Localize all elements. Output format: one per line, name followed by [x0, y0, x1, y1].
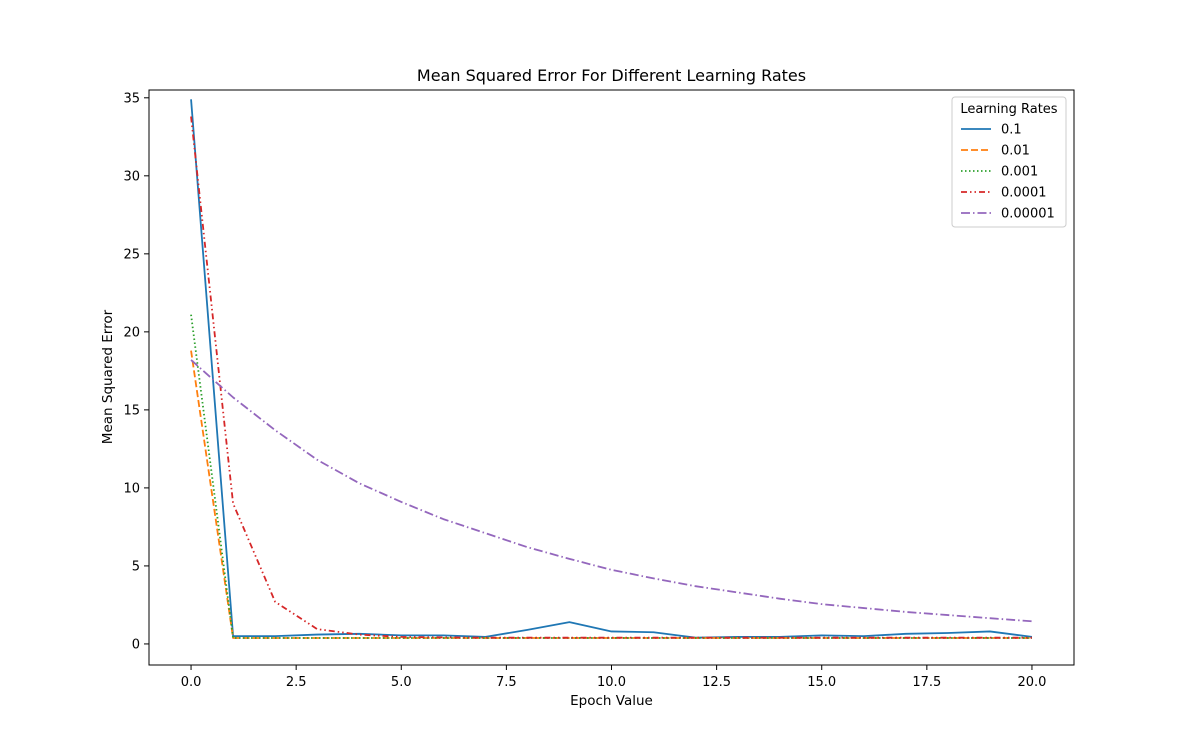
x-tick-label: 0.0 — [181, 675, 202, 690]
x-tick-label: 17.5 — [912, 675, 941, 690]
legend-entry-label: 0.1 — [1001, 123, 1022, 138]
chart-title: Mean Squared Error For Different Learnin… — [417, 66, 806, 85]
x-tick-label: 7.5 — [496, 675, 517, 690]
y-tick-label: 25 — [123, 247, 140, 262]
y-tick-label: 10 — [123, 481, 140, 496]
x-tick-label: 12.5 — [702, 675, 731, 690]
y-tick-label: 35 — [123, 91, 140, 106]
y-tick-label: 5 — [132, 559, 140, 574]
legend: Learning Rates 0.1 0.01 0.001 0.0001 0.00001 — [951, 96, 1067, 228]
x-tick-label: 10.0 — [597, 675, 626, 690]
legend-title: Learning Rates — [960, 102, 1057, 117]
series-line-0-1 — [190, 99, 1033, 639]
x-tick-label: 20.0 — [1017, 675, 1046, 690]
y-tick-label: 15 — [123, 403, 140, 418]
y-tick-label: 0 — [132, 637, 140, 652]
plot-area: 0.0 2.5 5.0 7.5 10.0 12.5 15.0 17.5 20.0 0 5 10 15 20… — [123, 89, 1075, 690]
x-tick-label: 5.0 — [391, 675, 412, 690]
x-axis-label: Epoch Value — [570, 693, 653, 709]
legend-entry-label: 0.001 — [1001, 165, 1038, 180]
legend-entry-label: 0.0001 — [1001, 186, 1047, 201]
legend-entry-label: 0.01 — [1001, 144, 1030, 159]
series-line-0-00001 — [190, 359, 1033, 623]
x-tick-label: 2.5 — [286, 675, 307, 690]
y-axis-label: Mean Squared Error — [100, 309, 116, 444]
legend-entry-label: 0.00001 — [1001, 207, 1055, 222]
y-tick-label: 20 — [123, 325, 140, 340]
y-tick-label: 30 — [123, 169, 140, 184]
x-tick-label: 15.0 — [807, 675, 836, 690]
series-line-0-0001 — [190, 116, 1032, 639]
